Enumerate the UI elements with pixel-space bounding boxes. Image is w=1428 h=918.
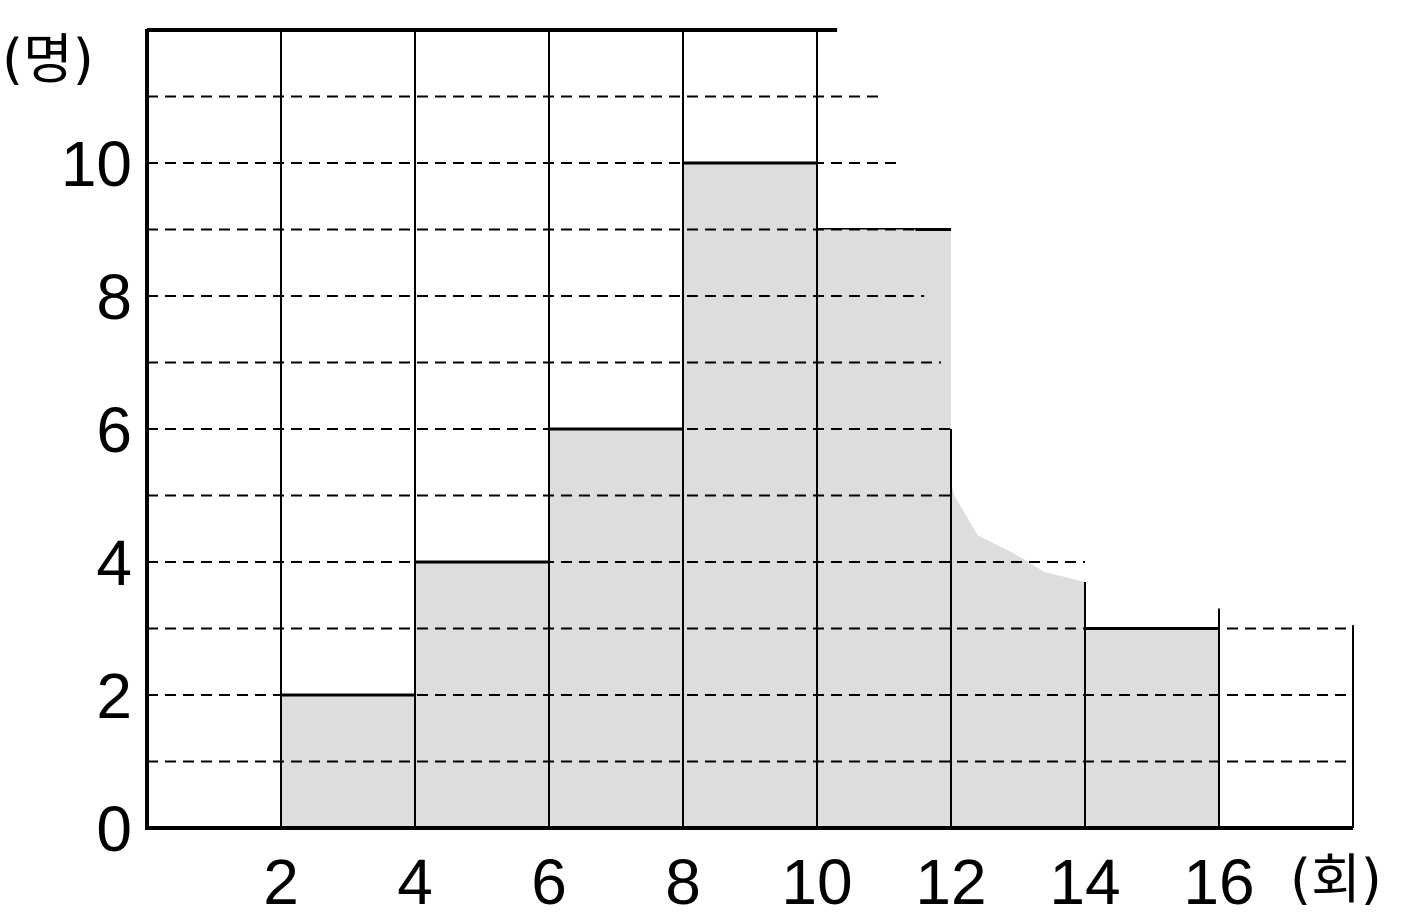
y-tick-label-8: 8	[96, 261, 132, 333]
x-tick-label-16: 16	[1183, 846, 1254, 918]
x-tick-label-4: 4	[397, 846, 433, 918]
frame-layer	[145, 28, 1354, 830]
y-tick-label-0: 0	[96, 793, 132, 865]
x-axis-unit-label: (회)	[1290, 848, 1382, 911]
x-tick-label-10: 10	[781, 846, 852, 918]
y-axis-unit-label: (명)	[2, 28, 94, 91]
y-tick-label-4: 4	[96, 527, 132, 599]
x-tick-label-14: 14	[1049, 846, 1120, 918]
y-tick-label-2: 2	[96, 660, 132, 732]
y-tick-label-10: 10	[61, 128, 132, 200]
bar-14-16	[1085, 628, 1219, 828]
x-tick-label-2: 2	[263, 846, 299, 918]
x-tick-label-8: 8	[665, 846, 701, 918]
x-tick-label-6: 6	[531, 846, 567, 918]
tick-labels-layer: 2 4 6 8 10 12 14 16 0 2 4 6 8 10	[61, 128, 1255, 918]
y-tick-label-6: 6	[96, 394, 132, 466]
x-tick-label-12: 12	[915, 846, 986, 918]
